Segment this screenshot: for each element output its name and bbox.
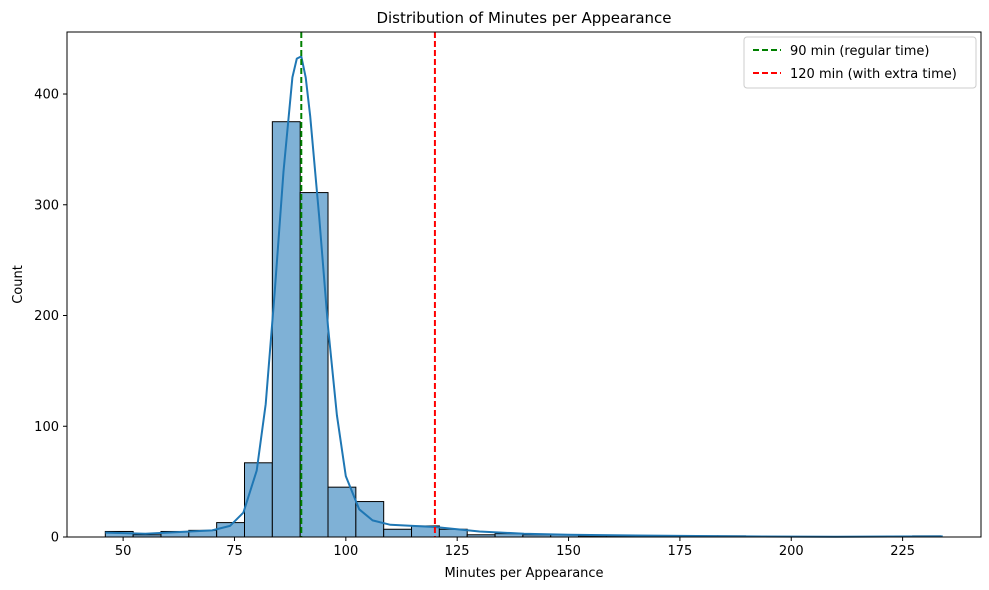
x-tick-label: 50 (115, 544, 132, 559)
histogram-bar (327, 486, 357, 538)
x-tick-label: 150 (556, 544, 581, 559)
x-axis: 50 75 100 125 150 175 200 225 (115, 537, 915, 559)
x-axis-label: Minutes per Appearance (444, 566, 603, 581)
histogram-bars (104, 121, 941, 538)
y-tick-label: 100 (34, 420, 59, 435)
kde-curve (105, 55, 943, 538)
y-tick-label: 0 (51, 531, 59, 546)
x-tick-label: 175 (667, 544, 692, 559)
histogram-bar (243, 462, 273, 538)
x-tick-label: 200 (779, 544, 804, 559)
y-tick-label: 400 (34, 88, 59, 103)
y-axis-label: Count (11, 265, 26, 304)
x-tick-label: 100 (333, 544, 358, 559)
kde-layer (105, 55, 943, 538)
x-tick-label: 125 (445, 544, 470, 559)
legend-box (743, 36, 977, 89)
y-tick-label: 200 (34, 309, 59, 324)
chart-title: Distribution of Minutes per Appearance (376, 9, 671, 27)
histogram-bar (299, 192, 329, 538)
x-tick-label: 225 (890, 544, 915, 559)
plot-frame (66, 31, 982, 538)
y-tick-label: 300 (34, 198, 59, 213)
legend: 90 min (regular time) 120 min (with extr… (743, 36, 977, 89)
reference-lines (300, 32, 436, 537)
legend-label-extra-time: 120 min (with extra time) (790, 67, 957, 82)
histogram-bar (383, 528, 413, 538)
histogram-bar (271, 121, 301, 538)
y-axis: 0 100 200 300 400 (34, 88, 67, 546)
x-tick-label: 75 (226, 544, 243, 559)
legend-label-regular-time: 90 min (regular time) (790, 44, 929, 59)
